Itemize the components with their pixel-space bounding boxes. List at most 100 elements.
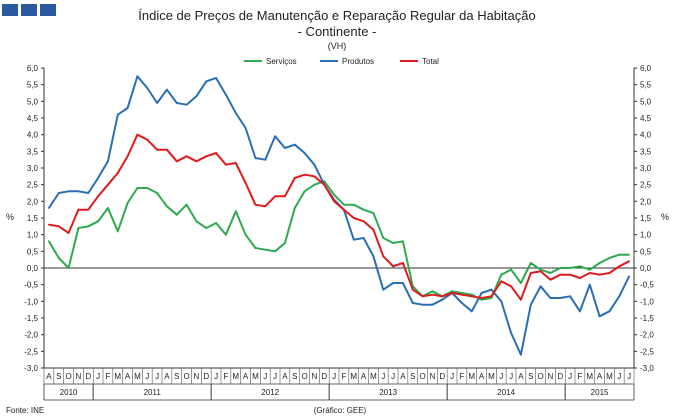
x-tick-label: N [548,372,554,381]
logo-blocks [2,4,56,16]
data-point-servicos [352,203,355,206]
series-lines [48,75,630,356]
data-point-produtos [195,95,198,98]
data-point-total [490,295,493,298]
data-point-total [510,285,512,288]
x-tick-label: M [232,372,239,381]
data-point-servicos [48,240,50,243]
data-point-produtos [205,80,208,83]
data-point-produtos [234,112,237,114]
data-point-total [264,205,267,208]
x-tick-label: O [183,372,189,381]
y-tick-label-left: 5,5 [27,81,39,90]
data-point-servicos [274,250,276,253]
data-point-produtos [510,332,512,334]
data-point-produtos [500,300,503,303]
data-point-total [569,273,571,276]
data-point-servicos [264,248,267,251]
data-point-total [185,155,188,158]
data-point-servicos [618,253,621,256]
data-point-servicos [470,293,473,296]
y-tick-label-right: 4,5 [640,114,652,123]
y-tick-label-right: 3,0 [640,164,652,173]
x-tick-label: A [361,372,367,381]
data-point-produtos [166,88,168,91]
x-tick-label: N [312,372,318,381]
data-point-produtos [588,283,591,286]
y-tick-label-right: 1,5 [640,214,652,223]
data-point-total [352,217,355,219]
data-point-total [421,295,424,298]
data-point-produtos [215,77,217,79]
data-point-total [549,278,552,281]
data-point-produtos [303,152,306,154]
data-point-produtos [411,302,414,304]
x-tick-label: J [96,372,100,381]
x-tick-label: O [301,372,307,381]
data-point-servicos [461,292,463,294]
data-point-produtos [421,303,424,306]
data-point-servicos [116,230,119,233]
data-point-servicos [343,203,345,206]
data-point-servicos [529,262,532,264]
data-point-servicos [57,257,60,259]
y-tick-label-left: -1,0 [24,297,38,306]
data-point-servicos [480,298,483,301]
y-tick-label-right: 6,0 [640,64,652,73]
data-point-servicos [372,212,375,214]
y-tick-label-right: 2,0 [640,197,652,206]
data-point-produtos [136,75,139,78]
y-tick-label-right: -2,5 [640,347,654,356]
legend-label: Produtos [342,57,374,66]
x-tick-label: J [391,372,395,381]
data-point-total [529,272,532,274]
x-tick-label: S [410,372,415,381]
x-tick-label: M [606,372,613,381]
data-point-produtos [569,295,571,298]
x-tick-label: N [76,372,82,381]
x-tick-label: O [65,372,71,381]
x-tick-label: M [350,372,357,381]
data-point-total [520,298,522,301]
data-point-servicos [166,205,168,208]
y-axis-label-right: % [661,212,669,222]
data-point-produtos [598,315,601,318]
data-point-total [559,273,562,276]
data-point-servicos [156,192,158,194]
x-tick-label: A [282,372,288,381]
data-point-produtos [461,302,463,304]
data-point-produtos [372,255,375,258]
data-point-servicos [97,220,99,223]
data-point-produtos [628,275,630,278]
data-point-servicos [195,220,198,223]
x-tick-label: J [617,372,621,381]
data-point-total [608,272,611,274]
data-point-produtos [116,113,119,116]
data-point-produtos [67,190,70,193]
data-point-servicos [402,240,404,243]
data-point-produtos [225,93,227,96]
data-point-produtos [382,288,385,291]
chart-credit: (Gráfico: GEE) [314,406,367,415]
x-tick-label: M [114,372,121,381]
data-point-servicos [244,233,247,236]
y-tick-label-left: 0,5 [27,247,39,256]
data-point-total [274,195,276,198]
data-point-servicos [569,267,571,269]
data-point-total [372,228,375,231]
data-point-produtos [352,238,355,241]
data-point-produtos [57,192,60,194]
y-tick-label-right: 0,5 [640,247,652,256]
data-point-total [136,133,139,136]
data-point-servicos [579,265,581,268]
y-tick-label-left: 1,0 [27,231,39,240]
data-point-total [392,265,394,268]
data-point-total [539,270,542,273]
data-point-produtos [431,303,434,306]
data-point-total [293,177,296,179]
data-point-servicos [67,267,70,269]
y-tick-label-right: 2,5 [640,181,652,190]
data-point-servicos [431,290,434,293]
x-tick-label: O [537,372,543,381]
